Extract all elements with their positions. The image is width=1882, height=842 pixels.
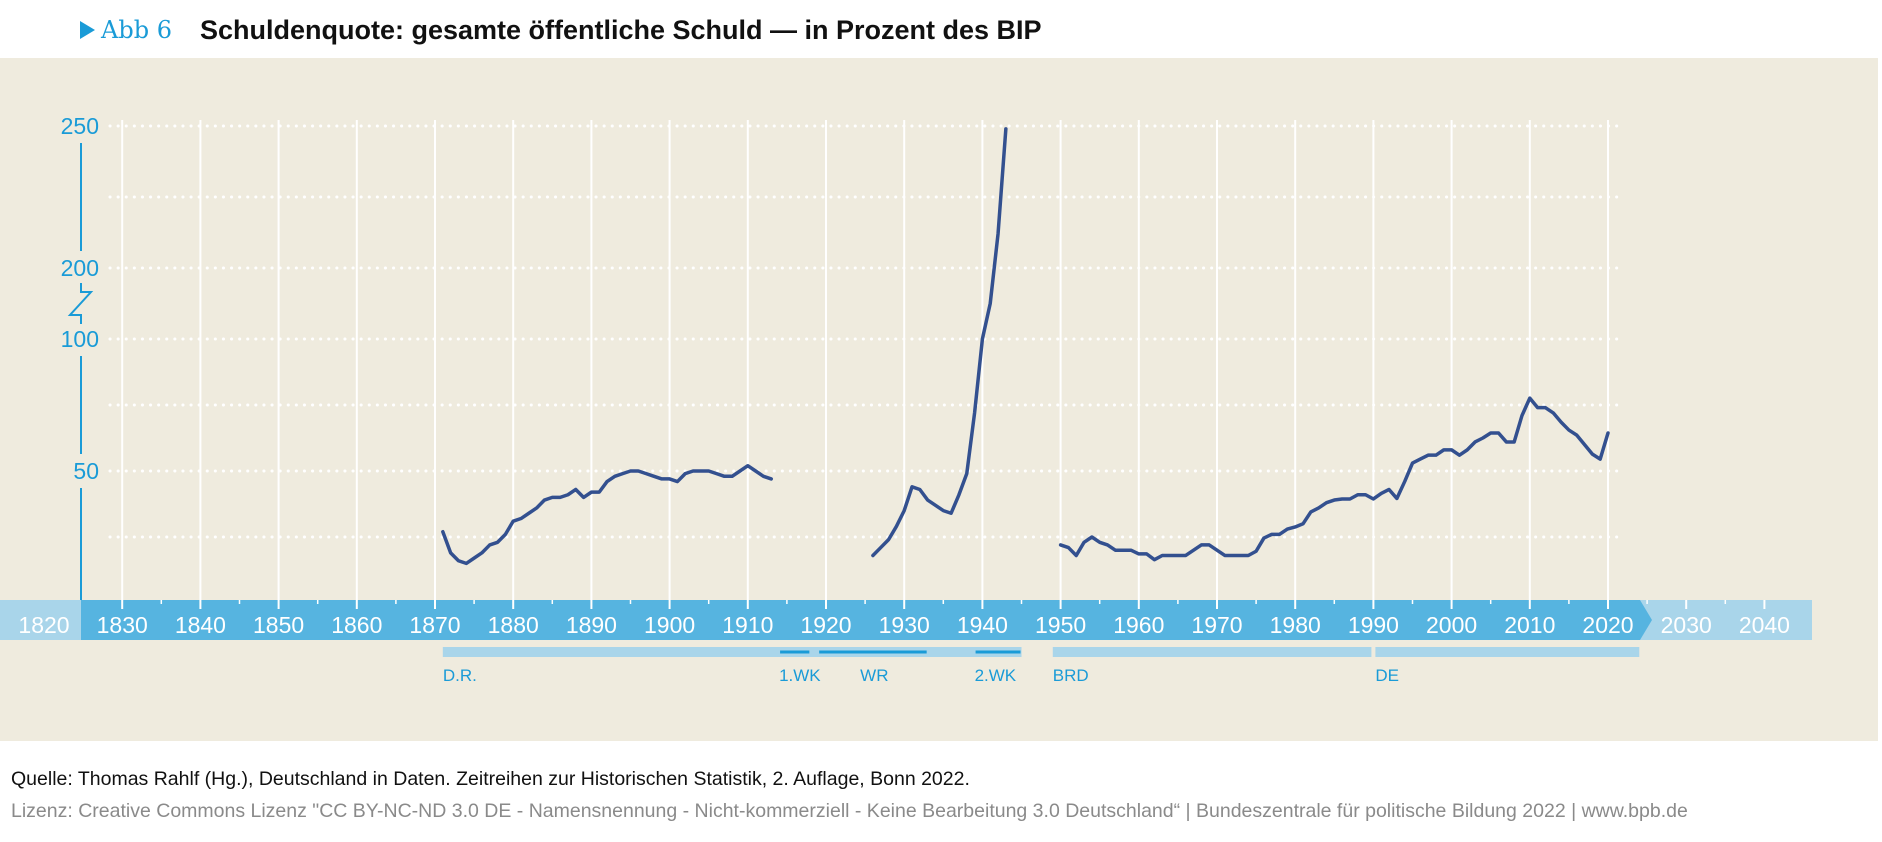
axis-break-icon [67, 283, 94, 324]
x-tick-label: 1910 [722, 612, 773, 638]
period-label: 2.WK [975, 666, 1017, 685]
period-bar-D.R. [442, 647, 1022, 657]
x-tick-label: 1940 [957, 612, 1008, 638]
period-label: DE [1375, 666, 1399, 685]
period-bar-DE [1375, 647, 1640, 657]
x-tick-label: 2020 [1582, 612, 1633, 638]
y-tick-label: 50 [73, 458, 99, 484]
x-tick-label: 2040 [1739, 612, 1790, 638]
x-tick-label: 1880 [488, 612, 539, 638]
x-tick-label: 1950 [1035, 612, 1086, 638]
x-tick-label: 1980 [1270, 612, 1321, 638]
license-note: Lizenz: Creative Commons Lizenz "CC BY-N… [11, 800, 1688, 822]
x-tick-label: 1990 [1348, 612, 1399, 638]
x-tick-label: 1930 [879, 612, 930, 638]
grid [108, 120, 1624, 600]
x-tick-label: 2030 [1661, 612, 1712, 638]
play-triangle-icon [80, 21, 95, 39]
chart-title: Schuldenquote: gesamte öffentliche Schul… [199, 14, 1042, 45]
period-label: D.R. [443, 666, 477, 685]
x-tick-label: 1960 [1113, 612, 1164, 638]
x-tick-label: 1920 [800, 612, 851, 638]
x-tick-label: 2010 [1504, 612, 1555, 638]
period-bar-BRD [1052, 647, 1372, 657]
x-tick-label: 1830 [97, 612, 148, 638]
x-tick-label: 1850 [253, 612, 304, 638]
y-tick-label: 200 [61, 255, 99, 281]
x-tick-label: 1890 [566, 612, 617, 638]
period-label: BRD [1053, 666, 1089, 685]
x-axis-bar-data-range [81, 600, 1652, 640]
x-tick-label: 1870 [409, 612, 460, 638]
period-label: 1.WK [779, 666, 821, 685]
x-tick-label: 1970 [1191, 612, 1242, 638]
y-tick-label: 250 [61, 113, 99, 139]
x-tick-label: 1900 [644, 612, 695, 638]
x-tick-label: 1820 [18, 612, 69, 638]
x-axis: 1820 1830 1840 1850 1860 1870 1880 1890 1900 1910… [0, 600, 1812, 640]
x-tick-label: 1860 [331, 612, 382, 638]
x-tick-label: 2000 [1426, 612, 1477, 638]
series-line-2 [871, 127, 1008, 558]
series-lines [441, 127, 1610, 566]
period-bars: D.R. 1.WK WR 2.WK BRD DE [442, 647, 1640, 685]
figure-header: Abb 6 Schuldenquote: gesamte öffentliche… [80, 10, 1042, 50]
series-line-1 [441, 463, 774, 566]
y-axis: 50 100 200 250 [61, 113, 99, 640]
y-tick-label: 100 [61, 326, 99, 352]
period-label: WR [860, 666, 888, 685]
figure-label: Abb 6 [101, 16, 172, 44]
series-line-3 [1058, 396, 1610, 562]
x-tick-label: 1840 [175, 612, 226, 638]
source-note: Quelle: Thomas Rahlf (Hg.), Deutschland … [11, 768, 970, 790]
